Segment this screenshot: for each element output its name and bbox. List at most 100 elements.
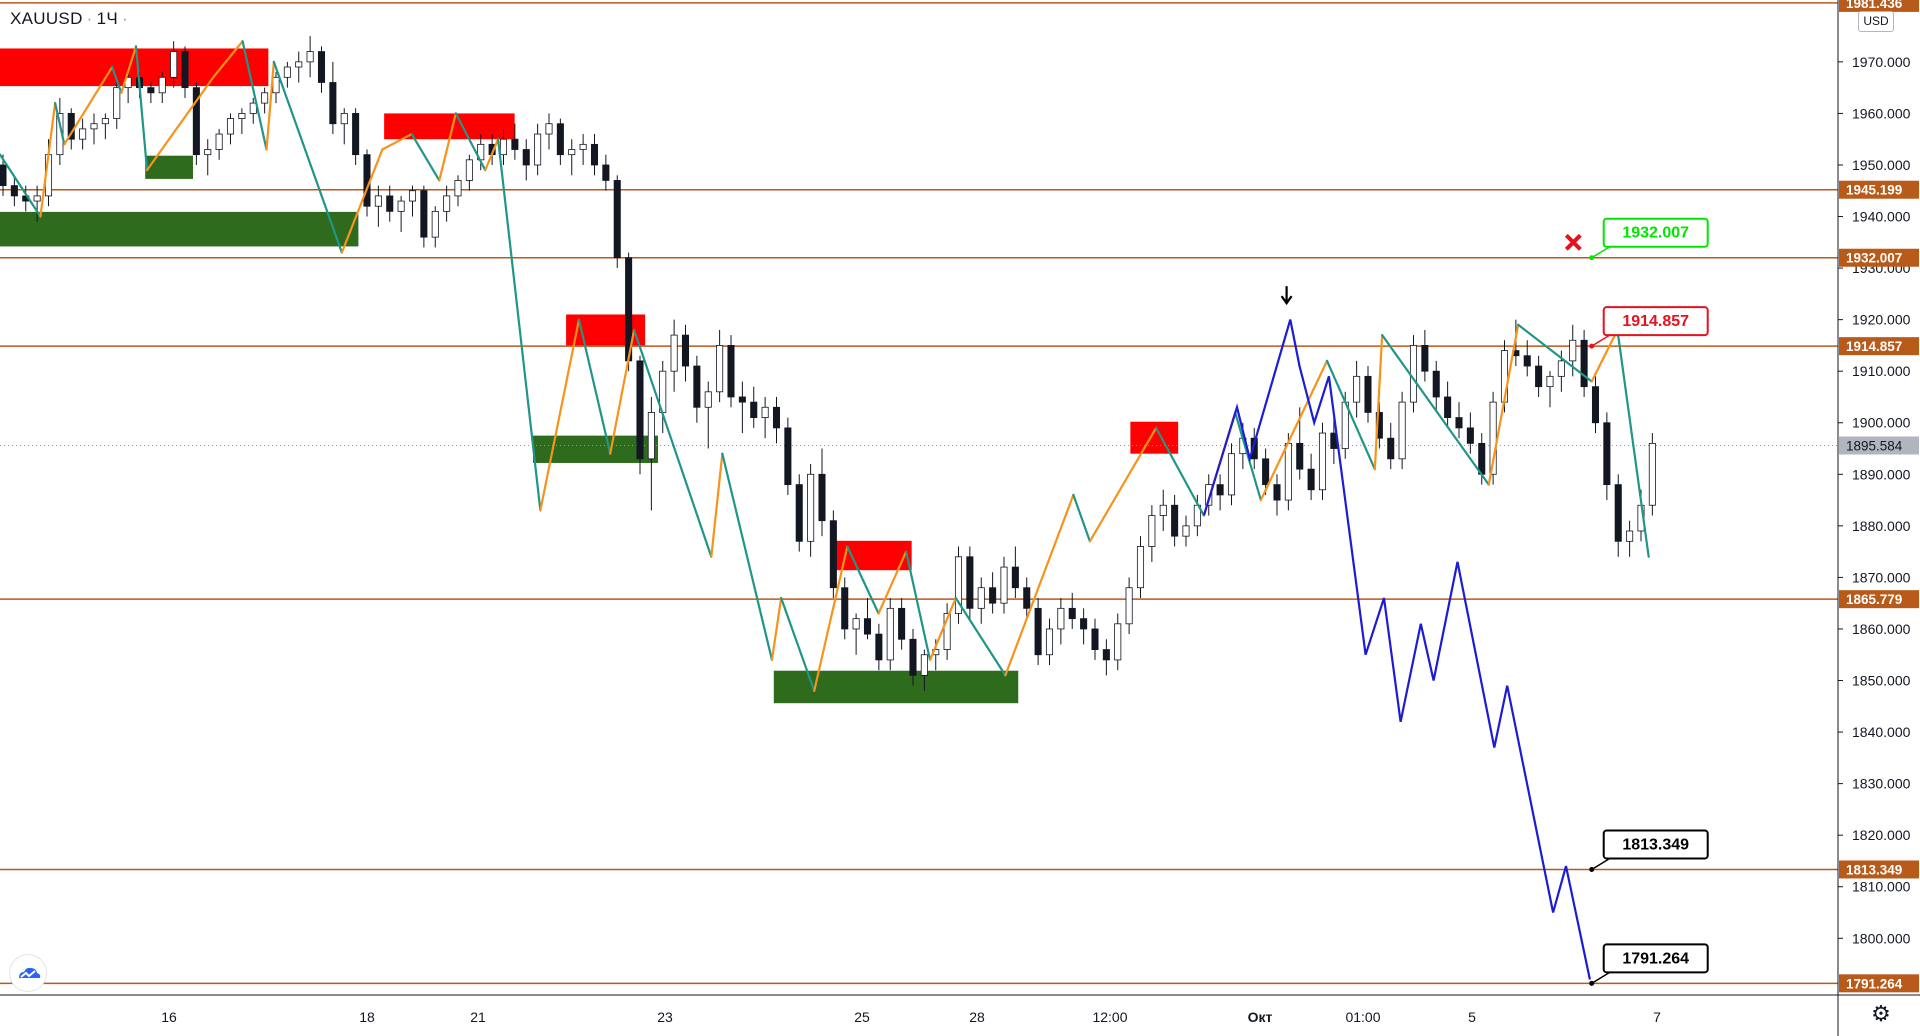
candle-body bbox=[283, 66, 291, 78]
level-price-tag bbox=[1839, 0, 1919, 12]
zigzag-segment bbox=[780, 596, 816, 692]
zigzag-segment bbox=[721, 452, 774, 661]
candle-body bbox=[647, 412, 655, 460]
candle-body bbox=[602, 164, 610, 181]
target-label-text: 1932.007 bbox=[1622, 225, 1689, 242]
candle-body bbox=[943, 613, 951, 650]
zigzag-segment bbox=[212, 40, 244, 79]
candle-body bbox=[1398, 401, 1406, 460]
zigzag-segment bbox=[496, 138, 542, 512]
candle-body bbox=[113, 87, 121, 119]
zigzag-segment bbox=[120, 45, 138, 94]
zigzag-segment bbox=[1373, 334, 1384, 471]
candle-body bbox=[238, 113, 246, 119]
time-tick-label: 5 bbox=[1468, 1009, 1476, 1025]
candle-body bbox=[295, 61, 303, 68]
candle-body bbox=[841, 587, 849, 630]
gear-icon[interactable]: ⚙ bbox=[1871, 1002, 1891, 1027]
zones-layer bbox=[0, 48, 1179, 704]
price-tick-label: 1860.000 bbox=[1852, 621, 1911, 637]
candle-body bbox=[0, 164, 7, 186]
price-tick-label: 1830.000 bbox=[1852, 776, 1911, 792]
price-tick-label: 1940.000 bbox=[1852, 209, 1911, 225]
candle-body bbox=[306, 51, 314, 63]
candle-body bbox=[681, 334, 690, 367]
zigzag-segment bbox=[633, 328, 713, 558]
zigzag-segment bbox=[438, 112, 457, 182]
currency-badge[interactable]: USD bbox=[1858, 11, 1894, 32]
zigzag-segment bbox=[484, 138, 500, 172]
candle-body bbox=[852, 618, 860, 630]
cross-icon bbox=[1564, 233, 1582, 251]
zigzag-segment bbox=[710, 452, 724, 558]
candle-body bbox=[613, 180, 621, 259]
candle-body bbox=[1591, 386, 1600, 424]
candle-body bbox=[79, 128, 87, 140]
candle-body bbox=[522, 149, 530, 166]
time-tick-label: 12:00 bbox=[1092, 1009, 1127, 1025]
candle-body bbox=[784, 427, 792, 486]
candle-body bbox=[1250, 437, 1258, 460]
candle-body bbox=[443, 195, 451, 212]
candle-body bbox=[1364, 375, 1372, 413]
level-price-tag-text: 1791.264 bbox=[1846, 976, 1903, 991]
level-price-tag bbox=[1839, 337, 1919, 356]
candle-body bbox=[1307, 468, 1315, 491]
time-tick-label: Окт bbox=[1248, 1009, 1273, 1025]
candles-layer bbox=[0, 36, 1656, 691]
candle-body bbox=[1034, 607, 1042, 656]
candle-body bbox=[807, 473, 815, 542]
symbol-title[interactable]: XAUUSD · 1Ч · bbox=[10, 9, 132, 29]
title-separator: · bbox=[86, 9, 93, 28]
candle-body bbox=[954, 556, 963, 614]
target-label-text: 1914.857 bbox=[1622, 313, 1689, 330]
candle-body bbox=[1546, 375, 1554, 388]
candle-body bbox=[1626, 530, 1634, 542]
price-tick-label: 1960.000 bbox=[1852, 105, 1911, 121]
time-tick-label: 01:00 bbox=[1345, 1009, 1380, 1025]
candle-body bbox=[261, 92, 269, 104]
candle-body bbox=[568, 149, 576, 156]
target-label-text: 1813.349 bbox=[1622, 836, 1689, 853]
level-price-tag-text: 1932.007 bbox=[1846, 251, 1902, 266]
level-price-tag-text: 1981.436 bbox=[1846, 0, 1903, 11]
candle-body bbox=[875, 633, 883, 661]
candle-body bbox=[90, 123, 98, 130]
target-label: 1813.349 bbox=[1589, 829, 1709, 872]
arrow-down-icon bbox=[1280, 286, 1293, 306]
candle-body bbox=[215, 133, 223, 150]
candle-body bbox=[1421, 345, 1429, 372]
candle-body bbox=[329, 82, 337, 125]
candle-body bbox=[545, 123, 553, 135]
tradingview-logo[interactable] bbox=[10, 955, 46, 991]
candle-body bbox=[1648, 442, 1656, 506]
candle-body bbox=[1409, 345, 1418, 403]
candle-body bbox=[1296, 442, 1304, 470]
candle-body bbox=[716, 345, 724, 393]
candle-body bbox=[1466, 427, 1474, 444]
candle-body bbox=[204, 149, 212, 156]
zigzag-segment bbox=[1234, 411, 1262, 502]
title-dot: · bbox=[122, 9, 128, 28]
price-tick-label: 1850.000 bbox=[1852, 673, 1911, 689]
zigzag-segment bbox=[134, 45, 149, 172]
candle-body bbox=[374, 195, 382, 207]
time-tick-label: 18 bbox=[359, 1009, 375, 1025]
zigzag-segment bbox=[1381, 334, 1490, 486]
candle-body bbox=[1569, 339, 1577, 362]
cloud-icon bbox=[19, 967, 41, 978]
markers-layer bbox=[1280, 233, 1582, 306]
price-tick-label: 1810.000 bbox=[1852, 879, 1911, 895]
current-price-tag bbox=[1839, 436, 1919, 455]
candle-body bbox=[1603, 422, 1611, 486]
candle-body bbox=[226, 118, 235, 135]
candle-body bbox=[454, 180, 462, 197]
candle-body bbox=[1023, 587, 1031, 609]
candle-body bbox=[386, 195, 394, 212]
demand-zone bbox=[145, 155, 193, 179]
candle-body bbox=[1091, 628, 1099, 650]
candle-body bbox=[920, 654, 928, 676]
candle-body bbox=[420, 190, 428, 238]
candle-body bbox=[1557, 360, 1565, 377]
